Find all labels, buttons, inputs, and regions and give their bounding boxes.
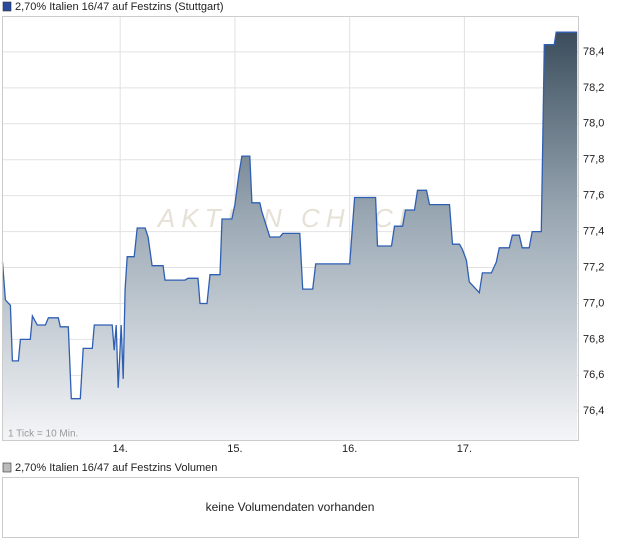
annotation: 1 Tick = 10 Min.	[8, 429, 78, 440]
x-tick-label: 14.	[113, 443, 128, 455]
y-tick-label: 77,4	[583, 225, 604, 237]
line	[1, 31, 578, 400]
chart-title: 2,70% Italien 16/47 auf Festzins (Stuttg…	[15, 1, 224, 13]
x-tick-label: 16.	[342, 443, 357, 455]
y-tick-label: 78,4	[583, 46, 604, 58]
y-tick-label: 77,6	[583, 190, 604, 202]
plot-area: AKTIEN CHECK	[1, 16, 578, 440]
x-tick-label: 17.	[457, 443, 472, 455]
volume-panel	[2, 477, 579, 538]
y-tick-label: 78,2	[583, 82, 604, 94]
volume-title: 2,70% Italien 16/47 auf Festzins Volumen	[15, 462, 217, 474]
y-tick-label: 76,8	[583, 333, 604, 345]
y-tick-label: 76,4	[583, 405, 604, 417]
y-tick-label: 76,6	[583, 369, 604, 381]
x-tick-label: 15.	[227, 443, 242, 455]
legend-swatch	[2, 462, 12, 473]
watermark: AKTIEN CHECK	[156, 203, 422, 233]
volume-message: keine Volumendaten vorhanden	[206, 500, 375, 514]
y-tick-label: 78,0	[583, 118, 604, 130]
plot-border	[2, 16, 579, 441]
area	[2, 32, 578, 440]
y-tick-label: 77,0	[583, 297, 604, 309]
y-tick-label: 77,2	[583, 261, 604, 273]
y-tick-label: 77,8	[583, 154, 604, 166]
legend-swatch	[2, 1, 12, 12]
